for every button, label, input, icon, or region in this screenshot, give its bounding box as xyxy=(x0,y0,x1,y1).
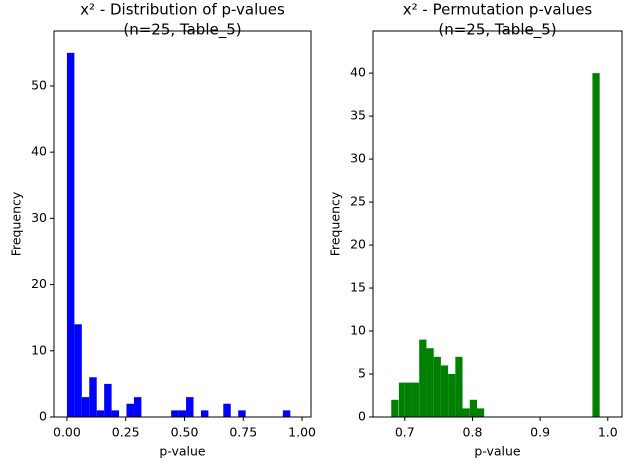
plot-frame xyxy=(53,30,312,418)
x-axis-label: p-value xyxy=(159,444,206,459)
bar xyxy=(96,410,105,417)
y-tick-label: 10 xyxy=(31,342,47,357)
bar xyxy=(433,356,441,417)
y-tick-label: 20 xyxy=(31,276,47,291)
bar xyxy=(200,410,209,417)
x-tick-label: 0.25 xyxy=(112,425,140,440)
y-tick-label: 30 xyxy=(31,210,47,225)
x-tick-label: 0.9 xyxy=(530,425,550,440)
bar xyxy=(282,410,291,417)
y-tick-label: 0 xyxy=(358,409,366,424)
y-tick-label: 40 xyxy=(350,65,366,80)
bar xyxy=(391,399,399,417)
x-tick-label: 0.75 xyxy=(229,425,257,440)
bar xyxy=(74,324,82,417)
bar xyxy=(592,73,600,417)
bar xyxy=(455,356,463,417)
y-tick-label: 15 xyxy=(350,280,366,295)
bar xyxy=(440,365,449,417)
bar xyxy=(81,397,90,417)
x-tick-label: 0.7 xyxy=(395,425,415,440)
y-tick-label: 5 xyxy=(358,366,366,381)
x-tick-label: 1.00 xyxy=(288,425,316,440)
bar xyxy=(171,410,179,417)
bar xyxy=(476,408,485,417)
plot-frame xyxy=(372,30,623,418)
bar xyxy=(426,348,434,417)
bar xyxy=(111,410,120,417)
y-tick-label: 0 xyxy=(39,409,47,424)
bar xyxy=(133,397,142,417)
chart-title: (n=25, Table_5) xyxy=(438,21,556,40)
bar xyxy=(412,382,420,417)
bar xyxy=(398,382,405,417)
x-tick-label: 0.8 xyxy=(463,425,483,440)
y-tick-label: 20 xyxy=(350,237,366,252)
bar xyxy=(419,339,427,417)
y-axis-label: Frequency xyxy=(9,191,24,256)
y-tick-label: 25 xyxy=(350,194,366,209)
bar xyxy=(469,399,477,417)
y-tick-label: 40 xyxy=(31,144,47,159)
x-tick-label: 1.0 xyxy=(598,425,618,440)
bar xyxy=(126,403,134,417)
y-tick-label: 30 xyxy=(350,151,366,166)
bar xyxy=(186,397,194,417)
x-tick-label: 0.50 xyxy=(171,425,199,440)
y-axis-label: Frequency xyxy=(328,191,343,256)
chart-title: (n=25, Table_5) xyxy=(123,21,241,40)
bar xyxy=(89,377,97,417)
x-tick-label: 0.00 xyxy=(53,425,81,440)
chart-title: x² - Permutation p-values xyxy=(403,1,593,19)
y-tick-label: 35 xyxy=(350,108,366,123)
bar xyxy=(462,408,470,417)
bar xyxy=(223,403,231,417)
bar xyxy=(104,383,112,417)
bar xyxy=(448,374,456,417)
bar xyxy=(404,382,413,417)
bar xyxy=(238,410,246,417)
bar xyxy=(66,52,75,417)
y-tick-label: 50 xyxy=(31,77,47,92)
y-tick-label: 10 xyxy=(350,323,366,338)
x-axis-label: p-value xyxy=(474,444,521,459)
chart-title: x² - Distribution of p-values xyxy=(80,1,285,19)
bar xyxy=(178,410,187,417)
